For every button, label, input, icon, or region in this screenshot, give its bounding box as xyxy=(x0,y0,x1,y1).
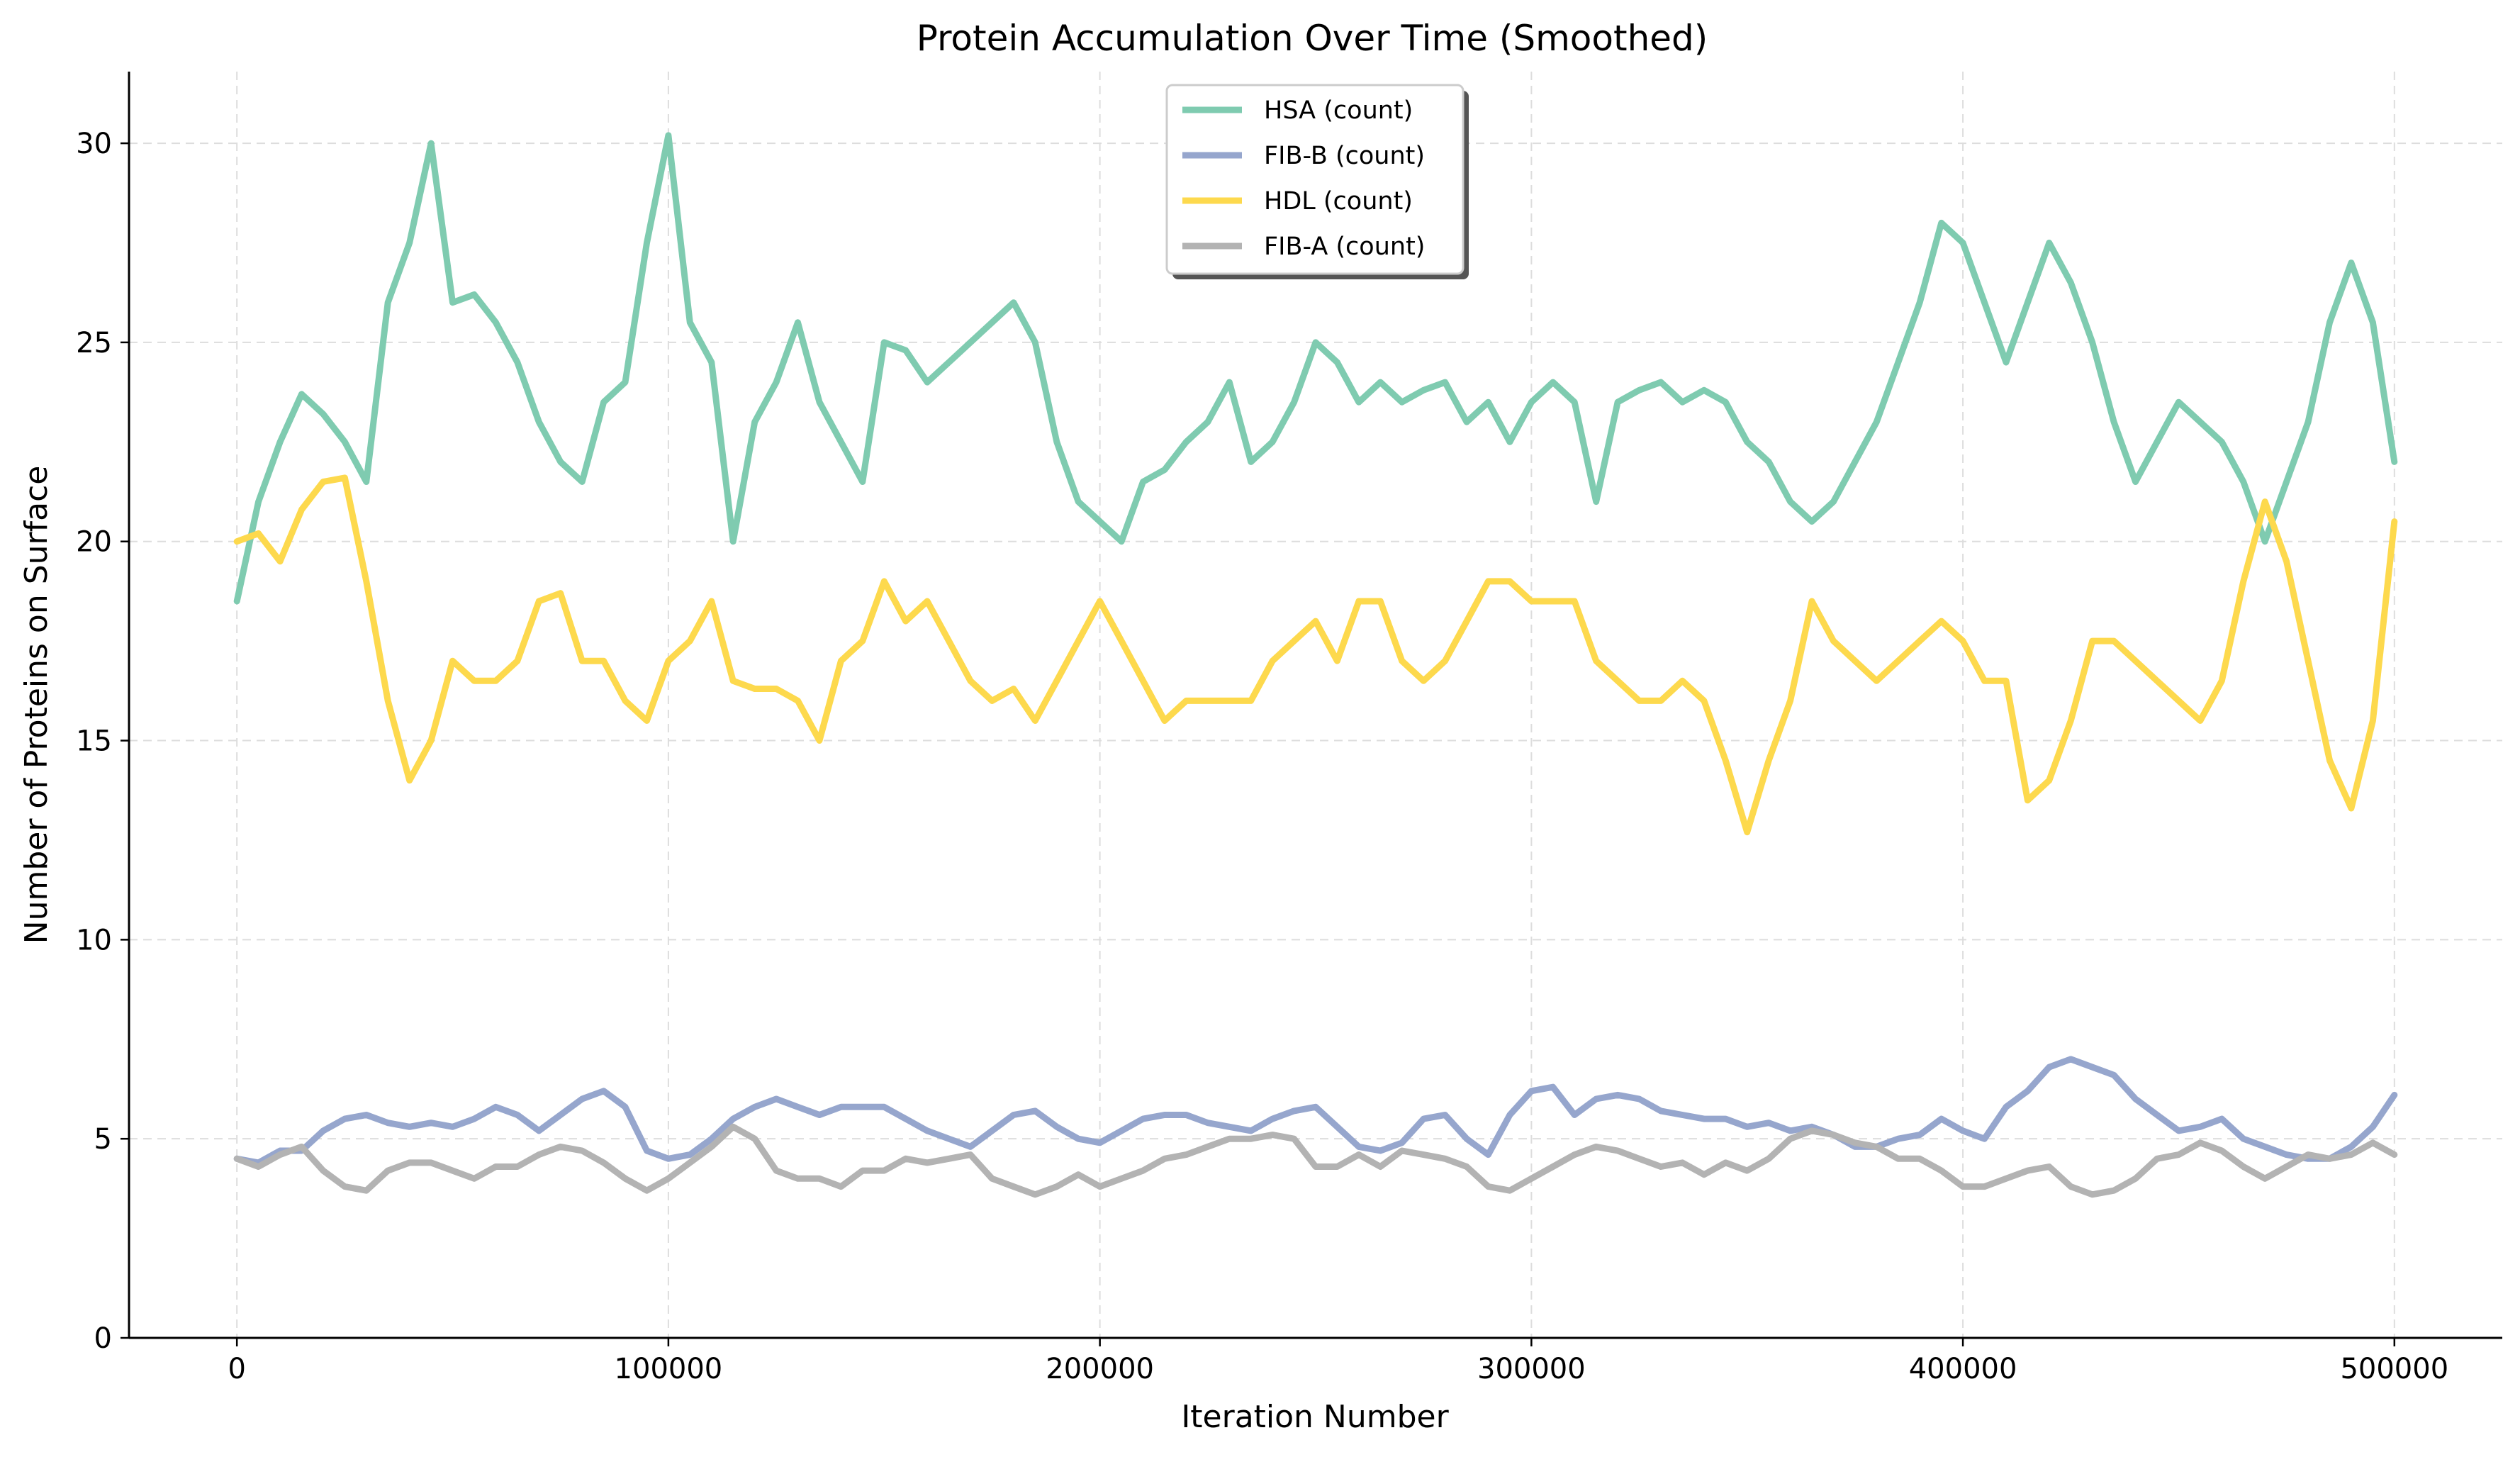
legend-label: HSA (count) xyxy=(1264,96,1413,125)
legend-items: HSA (count) FIB-B (count) HDL (count) FIB-A… xyxy=(1182,96,1425,261)
x-axis-label: Iteration Number xyxy=(1181,1399,1449,1435)
series-line-hsa xyxy=(233,132,2398,605)
series-line-fib-a xyxy=(233,1123,2398,1198)
y-tick-label: 15 xyxy=(76,725,112,758)
x-tick-label: 0 xyxy=(228,1353,245,1385)
legend-label: FIB-B (count) xyxy=(1264,142,1425,170)
x-tick-label: 200000 xyxy=(1046,1353,1154,1385)
y-tick-label: 5 xyxy=(94,1123,112,1156)
axes xyxy=(128,72,2502,1339)
y-tick-label: 0 xyxy=(94,1322,112,1355)
y-tick-label: 30 xyxy=(76,128,112,160)
x-tick-label: 400000 xyxy=(1909,1353,2017,1385)
y-tick-label: 10 xyxy=(76,924,112,956)
y-tick-label: 20 xyxy=(76,526,112,559)
legend: HSA (count) FIB-B (count) HDL (count) FIB-A… xyxy=(1165,84,1469,279)
y-axis-label: Number of Proteins on Surface xyxy=(18,466,55,944)
chart-title: Protein Accumulation Over Time (Smoothed… xyxy=(917,18,1708,59)
series-line-fib-b xyxy=(233,1056,2398,1166)
x-tick-label: 500000 xyxy=(2340,1353,2448,1385)
legend-box xyxy=(1165,84,1465,275)
x-tick-label: 100000 xyxy=(615,1353,723,1385)
legend-label: HDL (count) xyxy=(1264,187,1413,216)
y-ticks: 0 5 10 15 20 25 30 xyxy=(76,128,129,1355)
series-line-hdl xyxy=(233,474,2398,836)
x-tick-label: 300000 xyxy=(1477,1353,1586,1385)
y-tick-label: 25 xyxy=(76,327,112,359)
legend-label: FIB-A (count) xyxy=(1264,233,1425,261)
series-lines xyxy=(233,132,2398,1198)
x-ticks: 0 100000 200000 300000 400000 500000 xyxy=(228,1338,2448,1385)
